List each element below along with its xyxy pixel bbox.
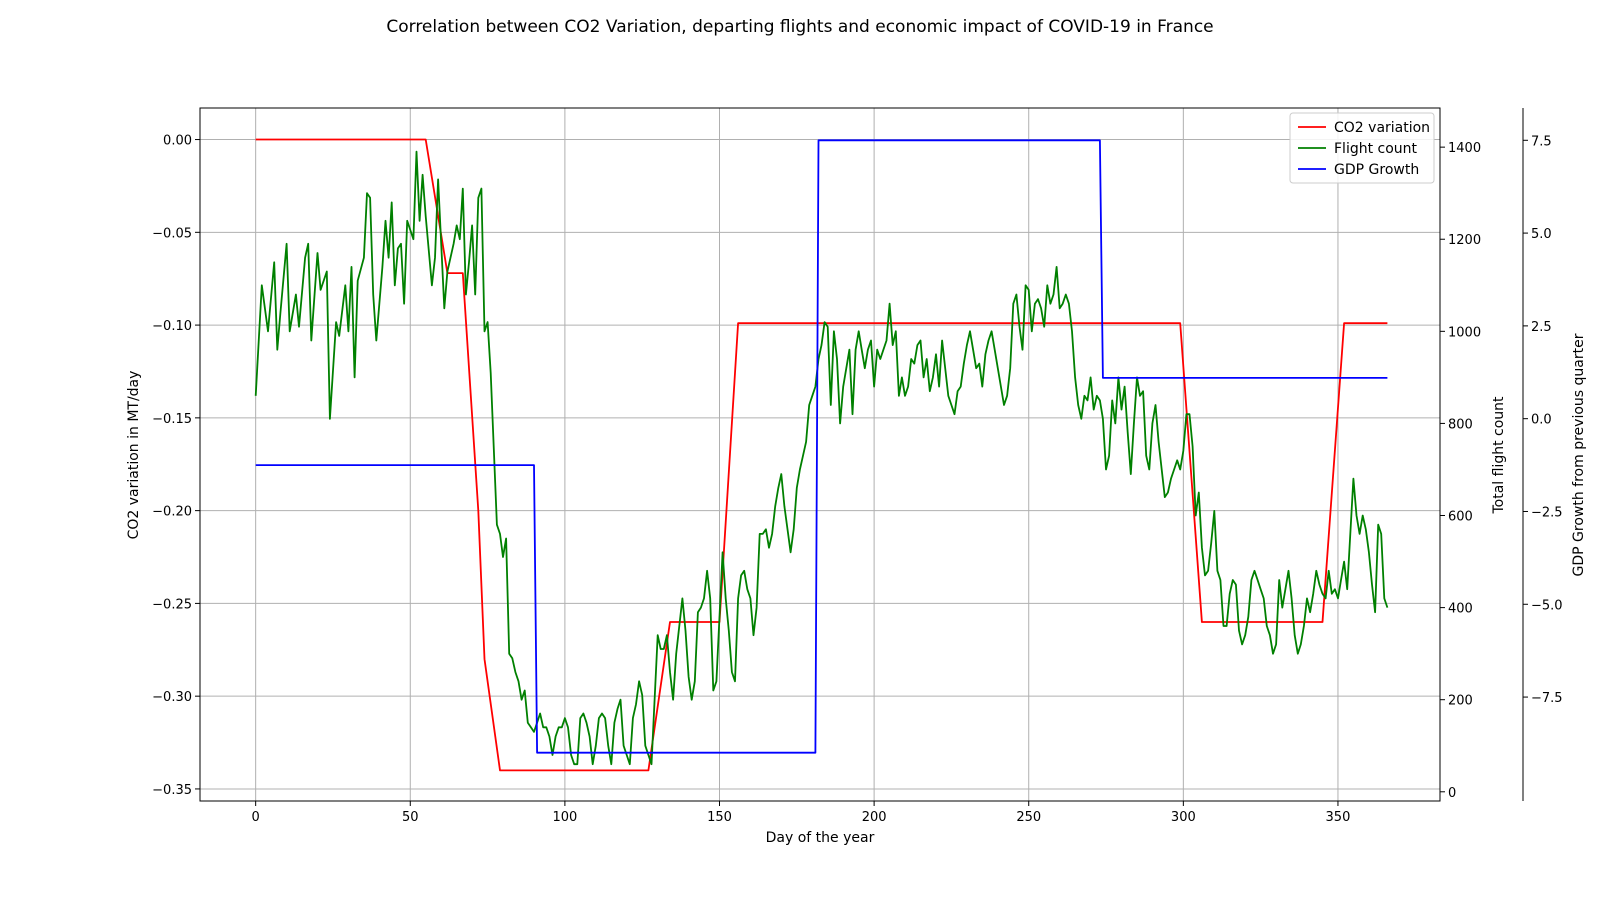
chart-title: Correlation between CO2 Variation, depar… <box>386 17 1213 37</box>
right-tick-label: 1200 <box>1448 233 1481 248</box>
legend-entry: CO2 variation <box>1334 120 1430 136</box>
x-tick-label: 300 <box>1171 810 1196 825</box>
x-tick-label: 150 <box>707 810 732 825</box>
right-y-axis: 0 200 400 600 800 1000 1200 1400 <box>1440 141 1481 801</box>
right-tick-label: 200 <box>1448 694 1473 709</box>
far-right-tick-label: 2.5 <box>1531 320 1552 335</box>
far-right-tick-label: 7.5 <box>1531 134 1552 149</box>
left-tick-label: −0.20 <box>152 505 192 520</box>
right-y-axis-label: Total flight count <box>1491 396 1507 515</box>
far-right-tick-label: −2.5 <box>1531 505 1563 520</box>
x-tick-label: 350 <box>1326 810 1351 825</box>
right-tick-label: 400 <box>1448 602 1473 617</box>
far-right-y-axis: 7.5 5.0 2.5 0.0 −2.5 −5.0 −7.5 <box>1522 108 1563 801</box>
x-axis: 0 50 100 150 200 250 300 350 <box>252 801 1351 825</box>
left-y-axis-label: CO2 variation in MT/day <box>126 371 142 540</box>
x-tick-label: 100 <box>552 810 577 825</box>
right-tick-label: 0 <box>1448 786 1456 801</box>
legend-entry: Flight count <box>1334 141 1418 157</box>
far-right-tick-label: 5.0 <box>1531 227 1552 242</box>
left-tick-label: −0.35 <box>152 783 192 798</box>
plot-frame <box>199 107 1441 802</box>
left-tick-label: −0.25 <box>152 597 192 612</box>
x-tick-label: 250 <box>1016 810 1041 825</box>
left-tick-label: −0.10 <box>152 319 192 334</box>
grid-layer <box>200 108 1440 801</box>
left-tick-label: −0.05 <box>152 226 192 241</box>
left-tick-label: 0.00 <box>163 134 192 149</box>
right-tick-label: 600 <box>1448 510 1473 525</box>
right-tick-label: 800 <box>1448 417 1473 432</box>
co2-variation-line <box>255 138 1388 772</box>
gdp-growth-line <box>255 139 1388 754</box>
legend: CO2 variation Flight count GDP Growth <box>1289 112 1435 184</box>
x-tick-label: 200 <box>862 810 887 825</box>
x-axis-label: Day of the year <box>766 830 875 846</box>
series-layer <box>254 138 1389 772</box>
far-right-tick-label: 0.0 <box>1531 413 1552 428</box>
legend-entry: GDP Growth <box>1334 162 1419 178</box>
legend-box <box>1289 112 1435 184</box>
left-tick-label: −0.15 <box>152 412 192 427</box>
left-y-axis: 0.00 −0.05 −0.10 −0.15 −0.20 −0.25 −0.30 −0.35 <box>152 134 200 798</box>
far-right-tick-label: −7.5 <box>1531 691 1563 706</box>
x-tick-label: 0 <box>252 810 260 825</box>
left-tick-label: −0.30 <box>152 690 192 705</box>
right-tick-label: 1400 <box>1448 141 1481 156</box>
flight-count-line <box>254 150 1389 766</box>
right-tick-label: 1000 <box>1448 325 1481 340</box>
x-tick-label: 50 <box>402 810 419 825</box>
far-right-y-axis-label: GDP Growth from previous quarter <box>1571 333 1587 576</box>
far-right-tick-label: −5.0 <box>1531 598 1563 613</box>
